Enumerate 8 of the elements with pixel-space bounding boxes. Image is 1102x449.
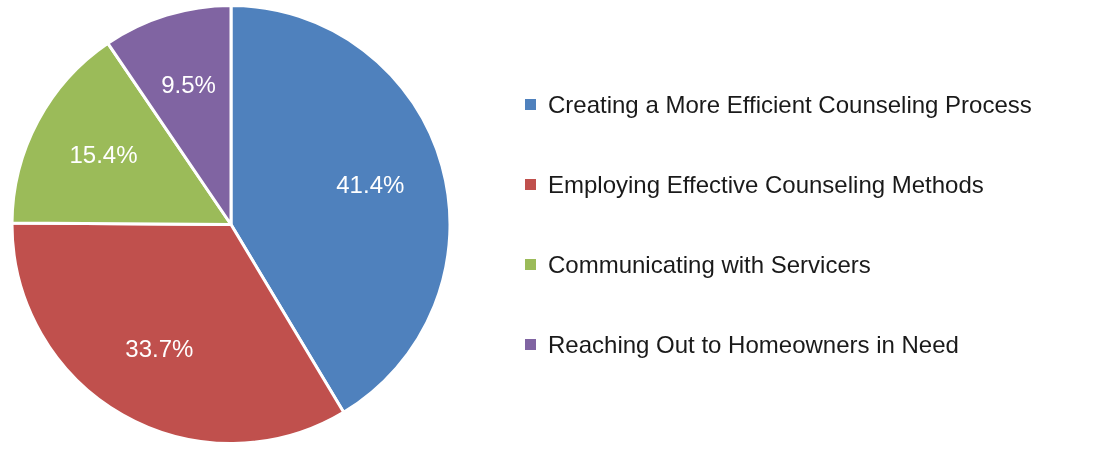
data-label: 33.7% <box>125 334 194 362</box>
data-label: 15.4% <box>69 141 138 169</box>
data-label: 41.4% <box>336 170 405 198</box>
legend-label: Creating a More Efficient Counseling Process <box>548 89 1032 120</box>
legend-label: Communicating with Servicers <box>548 249 871 280</box>
data-label: 9.5% <box>161 70 216 98</box>
legend-label: Reaching Out to Homeowners in Need <box>548 329 959 360</box>
legend-label: Employing Effective Counseling Methods <box>548 169 984 200</box>
